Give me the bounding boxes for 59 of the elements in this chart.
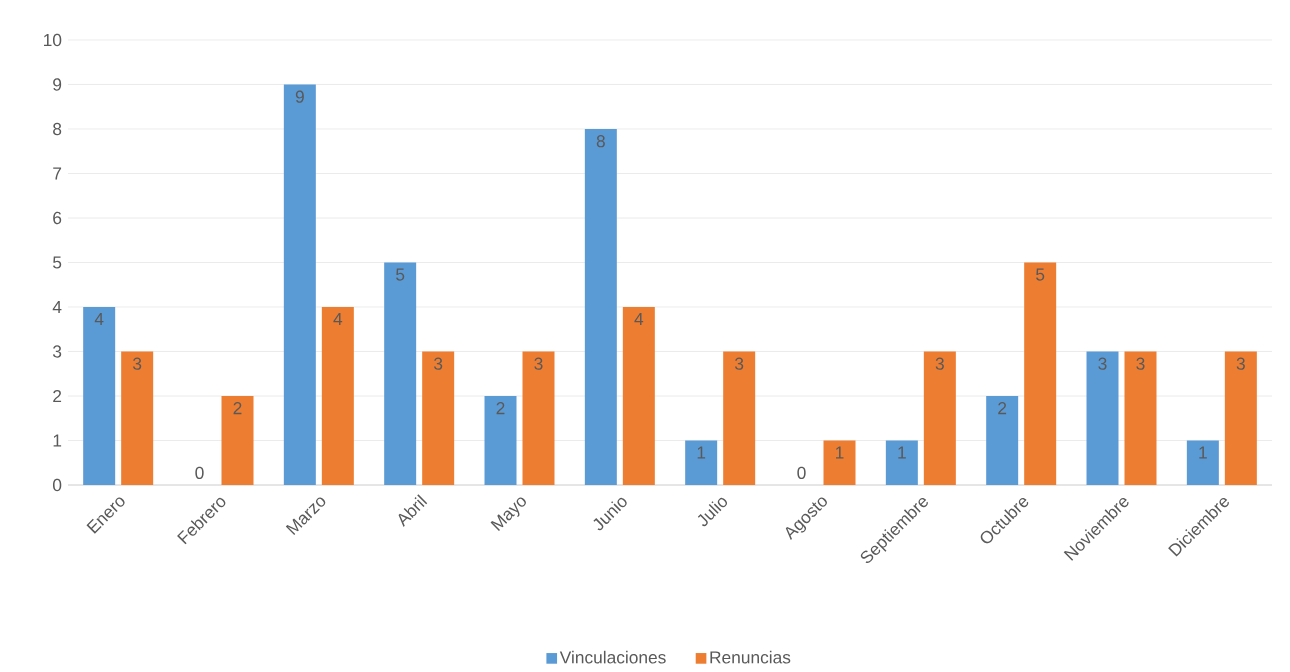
bar: [83, 307, 116, 485]
bar: [522, 351, 555, 485]
bar: [723, 351, 756, 485]
data-label: 3: [1136, 357, 1145, 370]
data-label: 2: [998, 402, 1007, 415]
data-label: 3: [1098, 357, 1107, 370]
y-tick-label: 6: [53, 211, 62, 225]
bar: [221, 396, 254, 485]
y-tick-label: 10: [43, 33, 62, 47]
bar: [584, 129, 617, 485]
bar: [422, 351, 455, 485]
data-label: 0: [195, 466, 204, 479]
bar: [685, 440, 718, 485]
data-label: 4: [94, 313, 104, 325]
data-label: 1: [898, 446, 906, 459]
data-label: 1: [836, 446, 844, 459]
bar: [321, 307, 354, 485]
data-label: 1: [697, 446, 706, 459]
data-label: 0: [797, 466, 806, 479]
bar: [1086, 351, 1119, 485]
data-label: 2: [496, 402, 505, 415]
y-tick-label: 8: [53, 122, 62, 136]
data-label: 9: [295, 90, 304, 103]
bar: [384, 262, 417, 485]
data-label: 3: [1236, 357, 1245, 370]
data-label: 4: [634, 313, 644, 325]
y-tick-label: 0: [52, 478, 62, 492]
legend-label: Vinculaciones: [559, 650, 666, 664]
data-label: 3: [534, 357, 543, 370]
bar: [986, 396, 1019, 485]
y-tick-label: 9: [53, 78, 62, 91]
data-label: 5: [1036, 268, 1045, 281]
bar: [823, 440, 856, 485]
data-label: 3: [935, 357, 944, 370]
data-label: 3: [133, 357, 142, 370]
bar: [622, 307, 655, 485]
bar: [1224, 351, 1257, 485]
bar: [885, 440, 918, 485]
bar: [1024, 262, 1057, 485]
y-tick-label: 2: [53, 389, 62, 403]
bar: [121, 351, 154, 485]
data-label: 5: [396, 268, 405, 281]
y-tick-label: 1: [53, 434, 62, 447]
legend-label: Renuncias: [710, 650, 791, 664]
data-label: 3: [434, 357, 443, 370]
data-label: 4: [333, 313, 343, 325]
y-tick-label: 7: [53, 167, 62, 180]
bar: [1186, 440, 1219, 485]
bar: [484, 396, 517, 485]
y-tick-label: 3: [52, 345, 62, 358]
bar: [1124, 351, 1157, 485]
bar: [923, 351, 956, 485]
data-label: 8: [596, 135, 605, 148]
y-tick-label: 5: [53, 256, 62, 269]
y-tick-label: 4: [52, 301, 62, 313]
data-label: 2: [233, 402, 242, 415]
data-label: 3: [735, 357, 744, 370]
data-label: 1: [1199, 446, 1207, 459]
bar: [283, 84, 316, 485]
